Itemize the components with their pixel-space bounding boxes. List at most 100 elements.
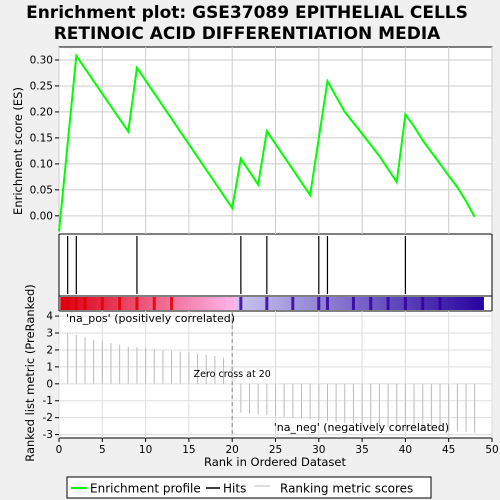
heatmap-cell-18 [124, 297, 128, 310]
heatmap-cell-101 [416, 297, 420, 310]
heatmap-stripe-13 [291, 297, 294, 310]
heatmap-stripe-0 [66, 297, 69, 310]
heatmap-cell-99 [409, 297, 413, 310]
es-ytick-label-5: 0.25 [30, 80, 53, 92]
heatmap-cell-79 [339, 297, 343, 310]
heatmap-cell-57 [261, 297, 265, 310]
es-ytick-label-1: 0.05 [30, 184, 53, 196]
heatmap-cell-86 [363, 297, 367, 310]
metric-ytick-label-7: -3 [43, 429, 53, 441]
heatmap-cell-56 [258, 297, 262, 310]
heatmap-cell-61 [275, 297, 279, 310]
heatmap-cell-33 [177, 297, 181, 310]
heatmap-cell-89 [374, 297, 378, 310]
heatmap-stripe-1 [75, 297, 78, 310]
heatmap-cell-119 [480, 297, 484, 310]
heatmap-cell-118 [476, 297, 480, 310]
heatmap-cell-114 [462, 297, 466, 310]
heatmap-cell-60 [272, 297, 276, 310]
heatmap-stripe-15 [369, 297, 372, 310]
heatmap-cell-37 [191, 297, 195, 310]
legend-label-hits: Hits [223, 482, 246, 496]
heatmap-cell-94 [392, 297, 396, 310]
legend-label-ranking: Ranking metric scores [280, 482, 413, 496]
heatmap-stripe-16 [387, 297, 390, 310]
heatmap-cell-110 [448, 297, 452, 310]
chart-title-line2: RETINOIC ACID DIFFERENTIATION MEDIA [54, 24, 441, 44]
es-ytick-label-2: 0.10 [30, 158, 53, 170]
heatmap-cell-108 [441, 297, 445, 310]
x-axis-label: Rank in Ordered Dataset [204, 455, 347, 469]
metric-ytick-label-6: -2 [43, 412, 53, 424]
heatmap-cell-15 [113, 297, 117, 310]
heatmap-cell-22 [138, 297, 142, 310]
heatmap-cell-42 [208, 297, 212, 310]
heatmap-cell-23 [141, 297, 145, 310]
heatmap-stripe-9 [101, 297, 104, 310]
heatmap-cell-44 [215, 297, 219, 310]
heatmap-cell-5 [78, 297, 82, 310]
heatmap-cell-96 [399, 297, 403, 310]
heatmap-layer [60, 297, 484, 310]
heatmap-cell-24 [145, 297, 149, 310]
heatmap-cell-32 [173, 297, 177, 310]
heatmap-cell-3 [71, 297, 75, 310]
heatmap-cell-105 [430, 297, 434, 310]
metric-ytick-label-2: 2 [46, 344, 53, 356]
heatmap-cell-9 [92, 297, 96, 310]
heatmap-cell-70 [307, 297, 311, 310]
heatmap-cell-113 [459, 297, 463, 310]
heatmap-stripe-3 [239, 297, 242, 310]
metric-ytick-label-1: 3 [46, 328, 53, 340]
heatmap-cell-13 [106, 297, 110, 310]
xtick-label-1: 5 [99, 444, 106, 456]
heatmap-cell-71 [311, 297, 315, 310]
heatmap-stripe-11 [153, 297, 156, 310]
heatmap-cell-85 [360, 297, 364, 310]
es-ytick-label-3: 0.15 [30, 132, 53, 144]
legend-label-enrichment: Enrichment profile [90, 482, 201, 496]
heatmap-cell-25 [148, 297, 152, 310]
heatmap-cell-46 [222, 297, 226, 310]
heatmap-cell-91 [381, 297, 385, 310]
heatmap-stripe-5 [317, 297, 320, 310]
heatmap-cell-45 [219, 297, 223, 310]
heatmap-cell-64 [286, 297, 290, 310]
heatmap-cell-41 [205, 297, 209, 310]
heatmap-cell-43 [212, 297, 216, 310]
heatmap-cell-78 [335, 297, 339, 310]
heatmap-cell-55 [254, 297, 258, 310]
es-ytick-label-4: 0.20 [30, 106, 53, 118]
es-ytick-label-6: 0.30 [30, 54, 53, 66]
metric-ytick-label-5: -1 [43, 395, 53, 407]
heatmap-cell-28 [159, 297, 163, 310]
metric-ytick-label-3: 1 [46, 361, 53, 373]
heatmap-cell-36 [187, 297, 191, 310]
heatmap-cell-40 [201, 297, 205, 310]
heatmap-cell-30 [166, 297, 170, 310]
zero-cross-label: Zero cross at 20 [194, 369, 271, 380]
heatmap-cell-0 [60, 297, 64, 310]
xtick-label-3: 15 [182, 444, 195, 456]
heatmap-cell-109 [445, 297, 449, 310]
heatmap-cell-48 [230, 297, 234, 310]
negative-correlation-label: 'na_neg' (negatively correlated) [274, 421, 449, 434]
heatmap-cell-59 [268, 297, 272, 310]
heatmap-cell-47 [226, 297, 230, 310]
heatmap-cell-104 [427, 297, 431, 310]
y-axis-label-es: Enrichment score (ES) [11, 87, 25, 215]
heatmap-cell-35 [184, 297, 188, 310]
heatmap-cell-14 [110, 297, 114, 310]
heatmap-cell-116 [469, 297, 473, 310]
heatmap-stripe-18 [439, 297, 442, 310]
metric-y-ticks: 43210-1-2-3 [43, 311, 59, 442]
heatmap-cell-39 [198, 297, 202, 310]
heatmap-cell-34 [180, 297, 184, 310]
heatmap-cell-95 [395, 297, 399, 310]
heatmap-cell-115 [466, 297, 470, 310]
xtick-label-2: 10 [139, 444, 152, 456]
heatmap-cell-117 [473, 297, 477, 310]
heatmap-cell-49 [233, 297, 237, 310]
metric-ytick-label-0: 4 [46, 311, 53, 323]
heatmap-cell-62 [279, 297, 283, 310]
